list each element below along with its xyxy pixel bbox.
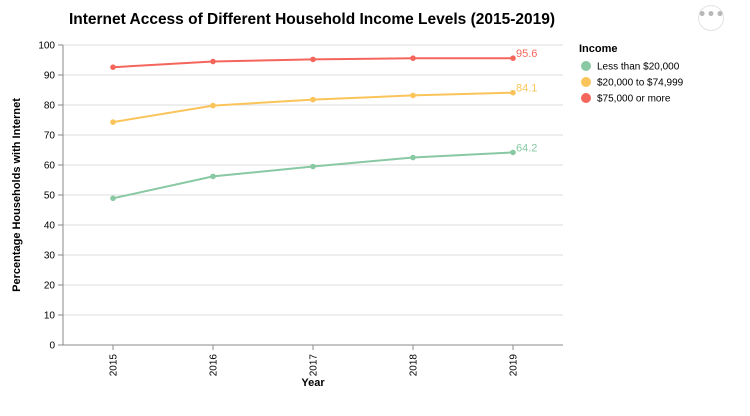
x-tick-label: 2019 (509, 354, 520, 377)
end-labels: 64.2 84.1 95.6 (516, 48, 537, 154)
gridlines (63, 44, 563, 346)
more-horizontal-icon: ••• (697, 7, 725, 23)
y-tick-label: 40 (44, 221, 56, 232)
data-point (210, 102, 216, 109)
y-tick-label: 30 (44, 251, 56, 262)
legend-swatch (581, 61, 591, 71)
y-tick-label: 50 (44, 191, 56, 202)
data-point (310, 96, 316, 103)
data-point (210, 58, 216, 65)
y-tick-label: 20 (44, 281, 56, 292)
chart-title: Internet Access of Different Household I… (69, 11, 555, 28)
data-point (510, 55, 516, 61)
x-tick-label: 2017 (309, 354, 320, 377)
y-tick-label: 60 (44, 161, 56, 172)
axes: 0 10 20 30 40 50 60 70 80 90 100 2015 2016 2017 2018 20… (38, 41, 563, 377)
y-tick-label: 90 (44, 71, 56, 82)
end-value-label: 95.6 (516, 48, 537, 60)
data-point (410, 55, 416, 61)
y-tick-label: 80 (44, 101, 56, 112)
more-menu-button[interactable]: ••• (698, 5, 724, 31)
end-value-label: 84.1 (516, 83, 537, 95)
y-tick-label: 0 (49, 341, 55, 352)
data-point (410, 92, 416, 99)
x-tick-label: 2015 (109, 354, 120, 377)
end-value-label: 64.2 (516, 142, 537, 154)
data-point (310, 56, 316, 63)
legend-label: $20,000 to $74,999 (597, 78, 684, 89)
data-point (410, 154, 416, 161)
legend-label: $75,000 or more (597, 94, 671, 105)
data-point (110, 195, 116, 202)
x-axis-title: Year (301, 377, 325, 389)
x-tick-label: 2018 (409, 354, 420, 377)
legend-label: Less than $20,000 (597, 62, 680, 73)
series-line (112, 151, 514, 200)
y-axis-title: Percentage Households with Internet (11, 98, 23, 292)
data-point (210, 173, 216, 180)
y-tick-label: 10 (44, 311, 56, 322)
data-point (510, 89, 516, 96)
data-point (110, 119, 116, 125)
legend-swatch (581, 93, 591, 103)
data-point (110, 64, 116, 70)
legend-swatch (581, 77, 591, 87)
y-tick-label: 100 (38, 41, 55, 52)
legend-title: Income (579, 43, 618, 55)
data-point (510, 149, 516, 156)
y-tick-label: 70 (44, 131, 56, 142)
data-point (310, 163, 316, 170)
series-group (110, 55, 516, 202)
legend: Income Less than $20,000 $20,000 to $74,9… (579, 43, 684, 105)
x-tick-label: 2016 (209, 354, 220, 377)
